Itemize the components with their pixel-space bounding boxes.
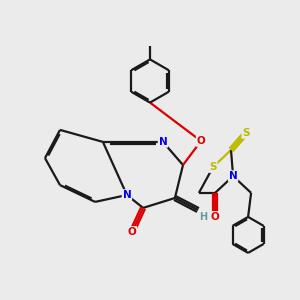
Text: N: N (229, 171, 238, 181)
Text: N: N (158, 137, 167, 147)
Text: S: S (209, 162, 217, 172)
Text: H: H (199, 212, 208, 222)
Text: O: O (211, 212, 220, 222)
Text: N: N (122, 190, 131, 200)
Text: S: S (242, 128, 250, 138)
Text: O: O (196, 136, 206, 146)
Text: O: O (128, 227, 136, 237)
